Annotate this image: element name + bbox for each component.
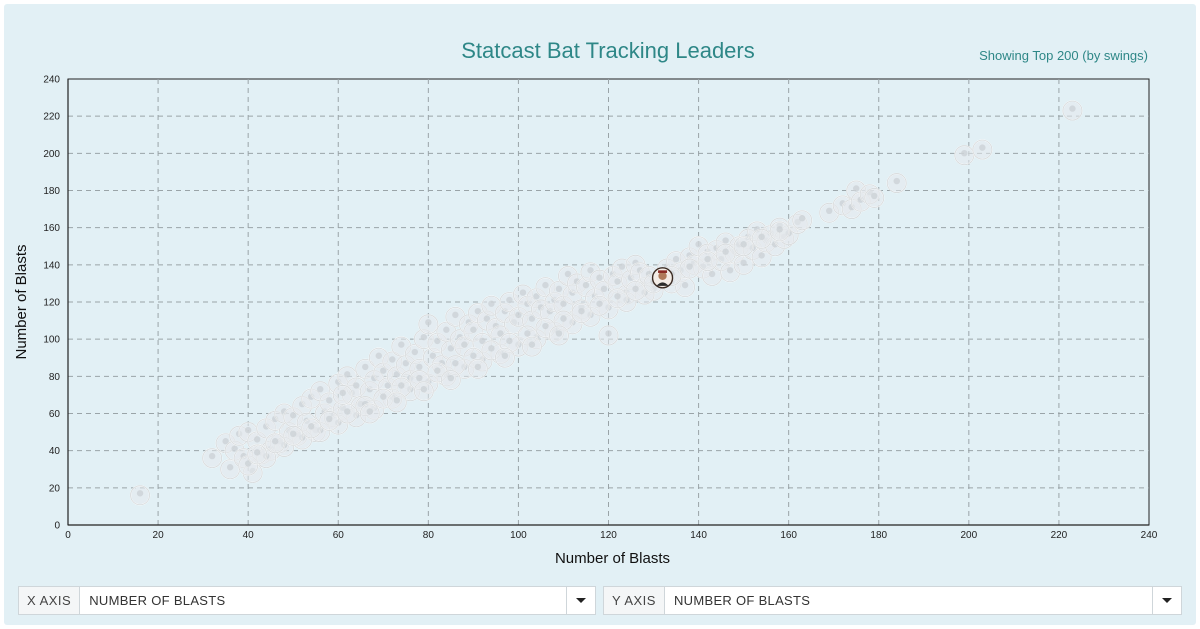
y-tick-label: 200 xyxy=(43,149,60,160)
x-axis-dropdown-button[interactable] xyxy=(566,587,595,614)
y-axis-dropdown-button[interactable] xyxy=(1152,587,1181,614)
data-point[interactable] xyxy=(733,236,754,257)
highlighted-data-point[interactable] xyxy=(651,267,674,289)
chevron-down-icon xyxy=(576,598,586,603)
data-point[interactable] xyxy=(283,425,304,446)
chart-title: Statcast Bat Tracking Leaders xyxy=(461,38,755,63)
x-tick-label: 100 xyxy=(510,530,527,541)
data-point[interactable] xyxy=(679,258,700,279)
data-point[interactable] xyxy=(413,381,435,402)
y-axis-selector[interactable]: Y AXIS NUMBER OF BLASTS xyxy=(603,586,1182,615)
y-tick-label: 240 xyxy=(43,75,60,86)
y-tick-label: 80 xyxy=(49,372,61,383)
data-point[interactable] xyxy=(264,433,286,454)
data-point[interactable] xyxy=(418,314,439,335)
data-point[interactable] xyxy=(751,228,772,250)
data-point[interactable] xyxy=(589,295,610,316)
data-point[interactable] xyxy=(607,288,628,309)
data-point[interactable] xyxy=(548,325,570,346)
y-tick-label: 40 xyxy=(49,446,61,457)
y-tick-label: 140 xyxy=(43,260,60,271)
x-tick-label: 220 xyxy=(1051,530,1068,541)
y-tick-label: 180 xyxy=(43,186,60,197)
x-axis-title: Number of Blasts xyxy=(555,550,670,567)
y-axis-title: Number of Blasts xyxy=(13,244,30,359)
data-point[interactable] xyxy=(301,418,322,439)
data-point[interactable] xyxy=(625,280,646,302)
data-point[interactable] xyxy=(319,410,340,432)
data-point[interactable] xyxy=(674,276,696,298)
y-tick-label: 0 xyxy=(54,521,60,532)
data-point[interactable] xyxy=(571,302,592,324)
x-axis-label: X AXIS xyxy=(19,587,81,614)
y-tick-label: 20 xyxy=(49,483,61,494)
data-point[interactable] xyxy=(697,250,718,272)
data-point[interactable] xyxy=(715,243,736,264)
data-point[interactable] xyxy=(129,485,151,506)
data-point[interactable] xyxy=(791,210,813,231)
data-point[interactable] xyxy=(886,172,907,194)
data-point[interactable] xyxy=(972,139,993,160)
x-tick-label: 120 xyxy=(600,530,617,541)
x-tick-label: 200 xyxy=(960,530,977,541)
data-point[interactable] xyxy=(201,447,223,469)
x-tick-label: 40 xyxy=(243,530,255,541)
x-tick-label: 60 xyxy=(333,530,345,541)
y-tick-label: 120 xyxy=(43,298,60,309)
x-tick-label: 140 xyxy=(690,530,707,541)
x-tick-label: 180 xyxy=(870,530,887,541)
y-tick-label: 60 xyxy=(49,409,61,420)
data-point[interactable] xyxy=(1062,100,1083,121)
data-point[interactable] xyxy=(359,403,380,424)
chevron-down-icon xyxy=(1162,598,1172,603)
data-point[interactable] xyxy=(386,392,408,413)
data-point[interactable] xyxy=(332,384,353,406)
y-tick-label: 160 xyxy=(43,223,60,234)
data-point[interactable] xyxy=(521,336,543,357)
x-tick-label: 160 xyxy=(780,530,797,541)
y-axis-label: Y AXIS xyxy=(604,587,665,614)
y-tick-label: 100 xyxy=(43,335,60,346)
data-point[interactable] xyxy=(864,187,885,209)
data-point[interactable] xyxy=(467,358,489,380)
data-point[interactable] xyxy=(954,144,975,166)
top-200-subtitle: Showing Top 200 (by swings) xyxy=(979,48,1148,63)
y-tick-label: 220 xyxy=(43,112,60,123)
data-point[interactable] xyxy=(440,369,462,391)
x-tick-label: 240 xyxy=(1141,530,1158,541)
data-point[interactable] xyxy=(246,444,268,465)
x-tick-label: 80 xyxy=(423,530,435,541)
x-axis-selector[interactable]: X AXIS NUMBER OF BLASTS xyxy=(18,586,596,615)
y-axis-value[interactable]: NUMBER OF BLASTS xyxy=(673,593,811,608)
data-point[interactable] xyxy=(337,403,358,424)
data-point[interactable] xyxy=(769,221,790,242)
data-point[interactable] xyxy=(598,325,619,346)
x-tick-label: 0 xyxy=(65,530,71,541)
scatter-chart: 0 20 40 60 80 100 120 140 160 180 200 220 240 0 20 40 60… xyxy=(13,75,1158,568)
x-axis-value[interactable]: NUMBER OF BLASTS xyxy=(89,593,226,608)
data-point[interactable] xyxy=(494,347,516,368)
x-tick-label: 20 xyxy=(153,530,165,541)
